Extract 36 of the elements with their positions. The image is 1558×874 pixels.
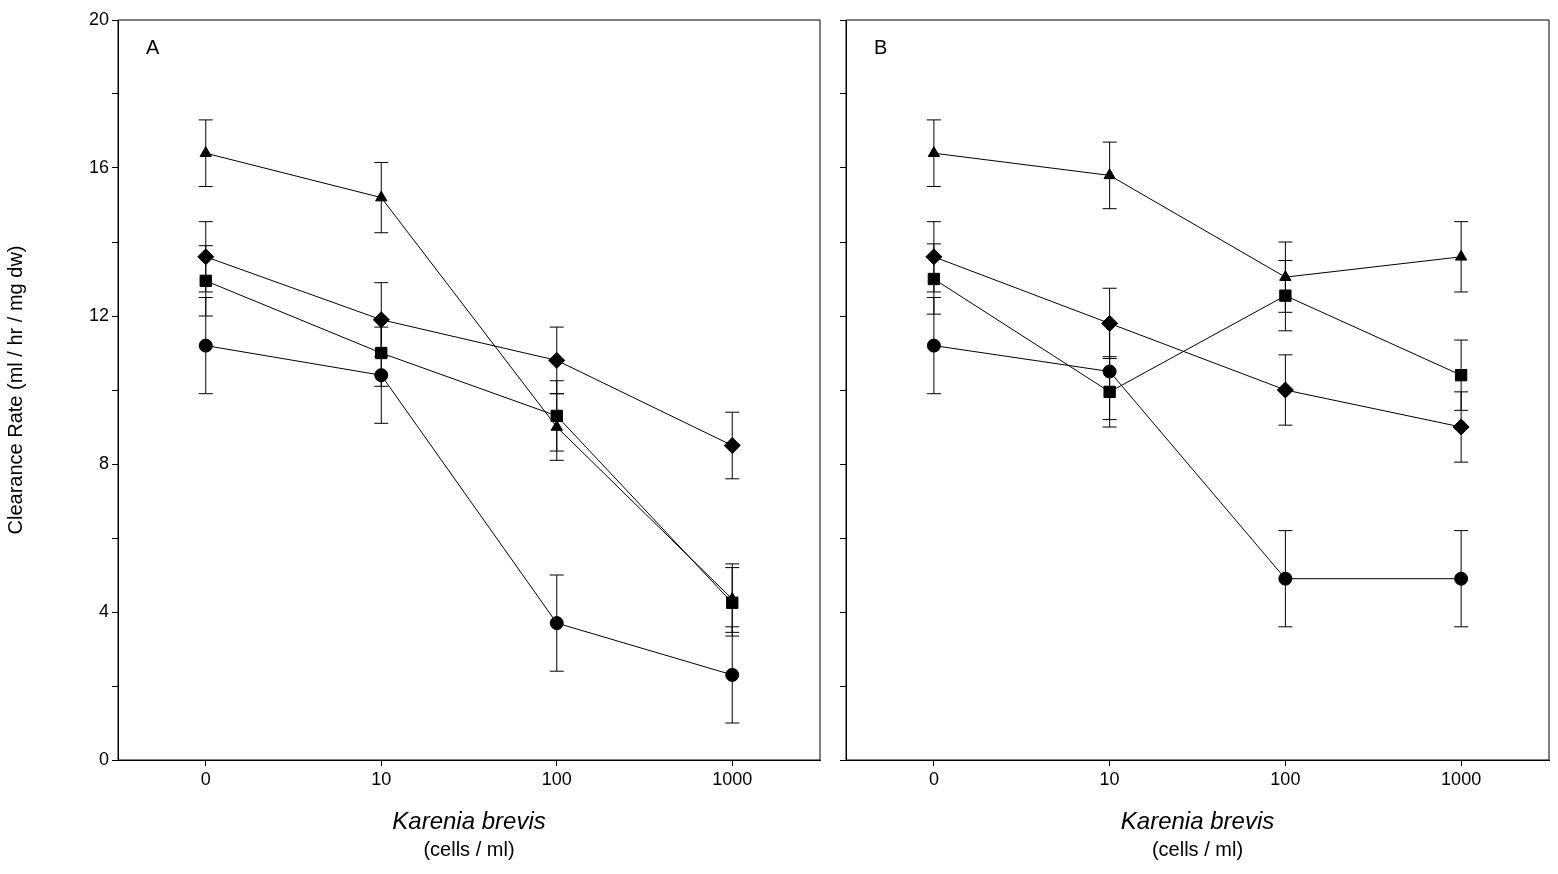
x-tick-label: 0 <box>200 768 211 789</box>
point <box>1278 571 1293 586</box>
x-axis-title: Karenia brevis (cells / ml) <box>1120 806 1275 860</box>
x-axis-title: Karenia brevis (cells / ml) <box>392 806 546 860</box>
y-tick-label: 0 <box>98 748 109 769</box>
y-tick-label: 12 <box>88 304 109 325</box>
point <box>549 616 564 631</box>
point <box>1102 364 1117 379</box>
point <box>199 146 212 157</box>
x-tick-label: 100 <box>541 768 572 789</box>
point <box>723 437 741 454</box>
x-tick-label: 100 <box>1270 768 1301 789</box>
point <box>1279 270 1292 281</box>
x-tick-label: 1000 <box>1441 768 1482 789</box>
point <box>548 351 566 369</box>
point <box>198 338 213 353</box>
point <box>197 248 215 266</box>
y-tick-label: 4 <box>98 600 109 621</box>
annotation: A <box>146 35 160 58</box>
y-tick-label: 16 <box>88 156 109 177</box>
point <box>374 368 389 383</box>
point <box>1279 289 1292 302</box>
y-axis-title: Clearance Rate (ml / hr / mg dw) <box>3 245 26 535</box>
point <box>1276 381 1294 399</box>
y-tick-label: 20 <box>88 8 109 29</box>
point <box>725 667 740 682</box>
annotation: B <box>874 35 888 58</box>
x-tick-label: 10 <box>371 768 392 789</box>
x-tick-label: 10 <box>1099 768 1120 789</box>
y-tick-label: 8 <box>98 452 109 473</box>
point <box>726 592 739 603</box>
point <box>199 274 212 288</box>
point <box>375 190 388 202</box>
x-tick-label: 0 <box>928 768 939 789</box>
point <box>1103 385 1116 399</box>
x-tick-label: 1000 <box>712 768 753 789</box>
